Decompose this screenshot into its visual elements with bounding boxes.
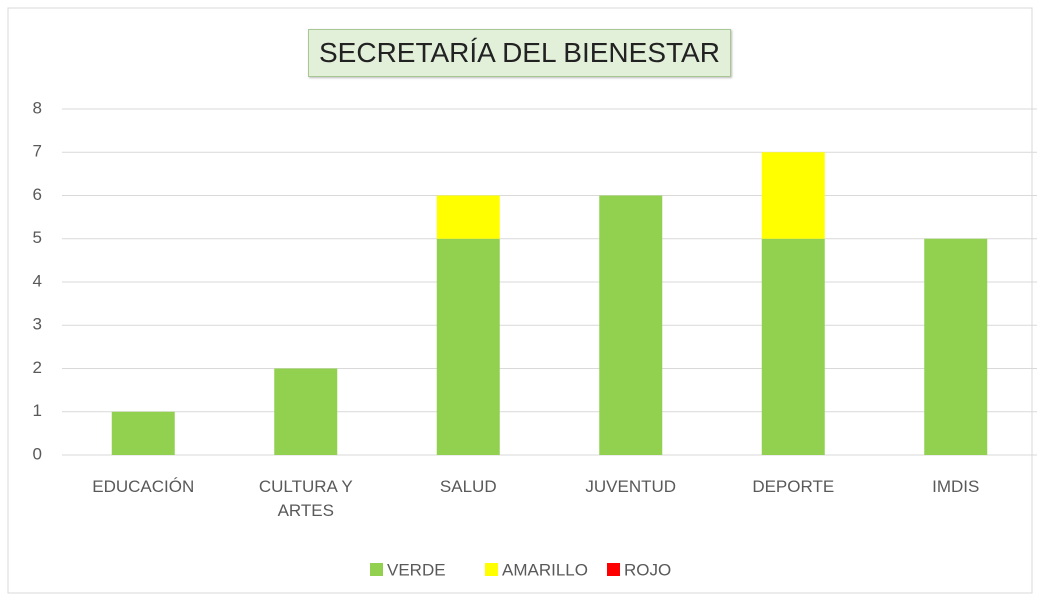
legend-label: AMARILLO [502, 560, 588, 579]
x-tick-label: CULTURA Y ARTES [258, 477, 353, 520]
x-tick-label: JUVENTUD [585, 477, 677, 496]
y-tick-label: 8 [33, 98, 42, 117]
chart-title: SECRETARÍA DEL BIENESTAR [308, 29, 731, 77]
y-tick-label: 6 [33, 185, 42, 204]
y-tick-label: 3 [33, 315, 42, 334]
y-tick-label: 0 [33, 444, 42, 463]
legend-swatch [485, 563, 498, 576]
legend-swatch [607, 563, 620, 576]
bar-segment [111, 411, 175, 455]
y-tick-label: 5 [33, 228, 42, 247]
y-tick-label: 2 [33, 358, 42, 377]
legend-label: ROJO [624, 560, 671, 579]
x-tick-label: EDUCACIÓN [92, 477, 195, 496]
y-tick-label: 7 [33, 142, 42, 161]
x-tick-label: DEPORTE [752, 477, 835, 496]
x-tick-label: SALUD [439, 477, 497, 496]
bar-segment [274, 368, 338, 455]
bar-segment [599, 195, 663, 455]
bar-segment [436, 238, 500, 455]
bar-segment [924, 238, 988, 455]
y-tick-label: 4 [33, 271, 42, 290]
chart-border [7, 7, 1033, 594]
bar-segment [761, 152, 825, 239]
y-tick-label: 1 [33, 401, 42, 420]
x-tick-label: IMDIS [932, 477, 980, 496]
bar-segment [436, 195, 500, 239]
legend-label: VERDE [387, 560, 446, 579]
bar-segment [761, 238, 825, 455]
legend-swatch [370, 563, 383, 576]
